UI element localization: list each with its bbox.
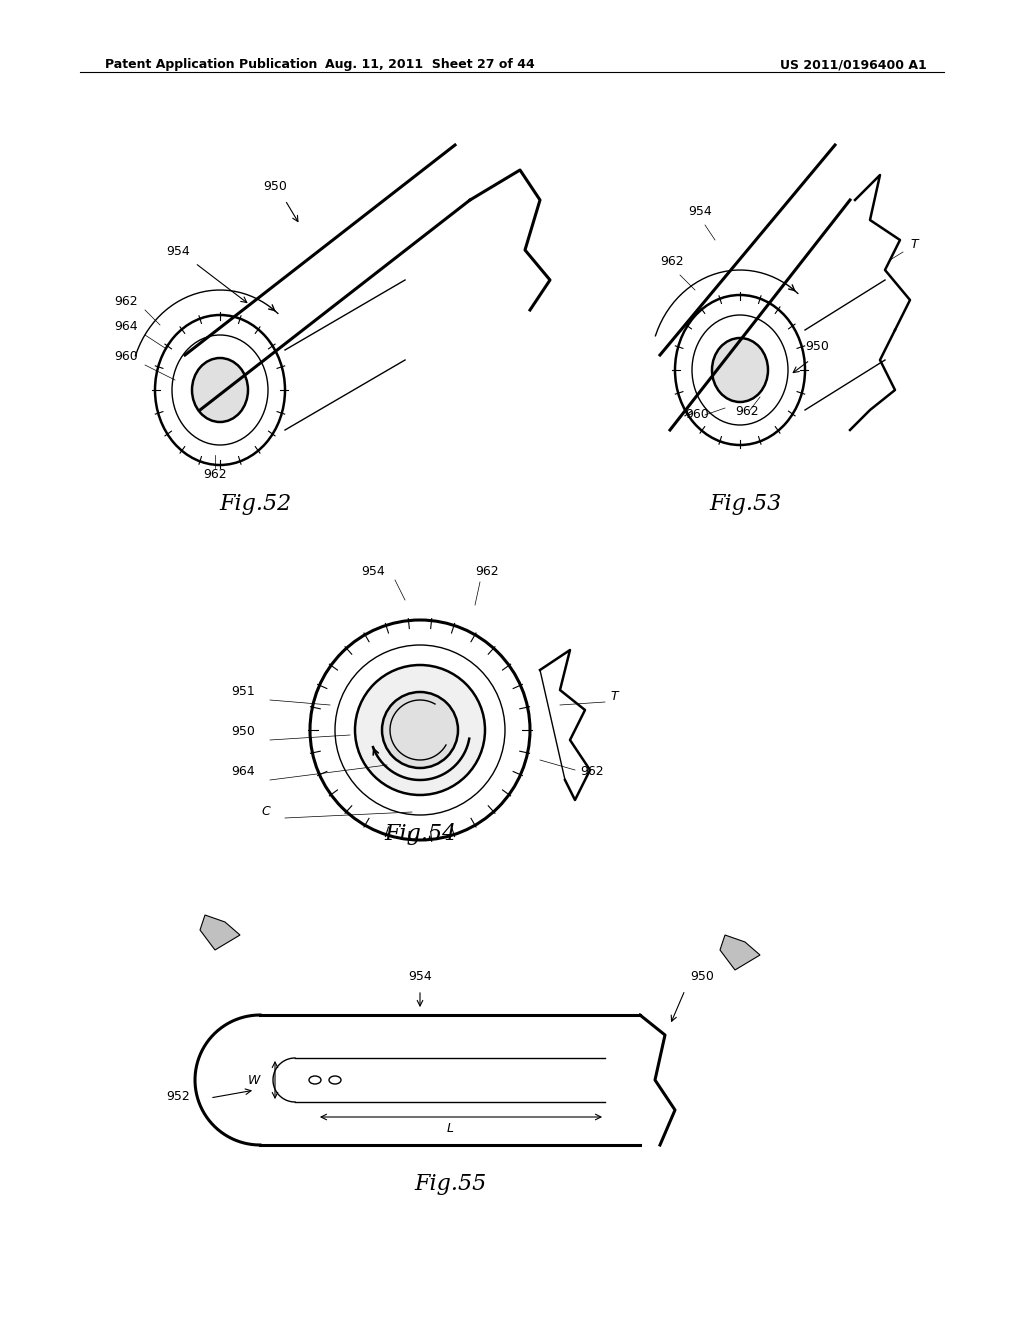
Text: 950: 950	[231, 725, 255, 738]
Text: 950: 950	[690, 970, 714, 983]
Text: W: W	[248, 1073, 260, 1086]
Text: 964: 964	[231, 766, 255, 777]
Text: 962: 962	[660, 255, 684, 268]
Text: 954: 954	[409, 970, 432, 983]
Ellipse shape	[193, 358, 248, 422]
Text: Fig.52: Fig.52	[219, 492, 291, 515]
Text: Aug. 11, 2011  Sheet 27 of 44: Aug. 11, 2011 Sheet 27 of 44	[326, 58, 535, 71]
Polygon shape	[200, 915, 240, 950]
Text: T: T	[610, 690, 617, 704]
Text: 962: 962	[735, 405, 759, 418]
Text: 960: 960	[115, 350, 138, 363]
Text: 954: 954	[166, 246, 190, 257]
Text: 950: 950	[263, 180, 287, 193]
Text: 952: 952	[166, 1090, 190, 1104]
Text: T: T	[910, 238, 918, 251]
Text: 951: 951	[231, 685, 255, 698]
Text: 954: 954	[361, 565, 385, 578]
Text: Fig.53: Fig.53	[709, 492, 781, 515]
Text: 962: 962	[475, 565, 499, 578]
Text: 962: 962	[580, 766, 603, 777]
Text: 962: 962	[203, 469, 226, 480]
Ellipse shape	[712, 338, 768, 403]
Circle shape	[382, 692, 458, 768]
Text: 950: 950	[805, 341, 828, 352]
Text: Patent Application Publication: Patent Application Publication	[105, 58, 317, 71]
Text: 954: 954	[688, 205, 712, 218]
Text: 960: 960	[685, 408, 709, 421]
Text: 964: 964	[115, 319, 138, 333]
Text: C: C	[261, 805, 270, 818]
Polygon shape	[720, 935, 760, 970]
Text: L: L	[446, 1122, 454, 1135]
Text: 962: 962	[115, 294, 138, 308]
Text: Fig.54: Fig.54	[384, 822, 456, 845]
Text: Fig.55: Fig.55	[414, 1173, 486, 1195]
Text: US 2011/0196400 A1: US 2011/0196400 A1	[780, 58, 927, 71]
Circle shape	[355, 665, 485, 795]
